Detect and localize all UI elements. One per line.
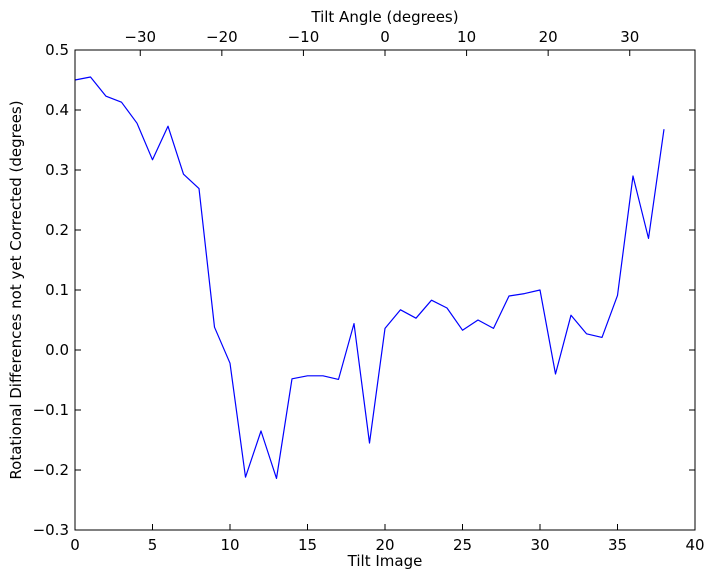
y-axis-title: Rotational Differences not yet Corrected…: [7, 100, 25, 479]
data-point: [182, 172, 186, 176]
x2-tick-label: 0: [380, 28, 390, 46]
data-point: [414, 316, 418, 320]
data-point: [151, 158, 155, 162]
data-point: [461, 328, 465, 332]
plot-frame: [74, 49, 696, 531]
x-tick-label: 5: [148, 536, 158, 554]
x2-tick-label: 30: [620, 28, 639, 46]
data-point: [492, 326, 496, 330]
data-point: [430, 298, 434, 302]
data-point: [166, 124, 170, 128]
x2-tick-label: −30: [124, 28, 156, 46]
data-point: [275, 476, 279, 480]
x2-tick-label: 20: [539, 28, 558, 46]
data-point: [445, 306, 449, 310]
data-point: [89, 75, 93, 79]
x2-tick-label: 10: [457, 28, 476, 46]
data-point: [399, 308, 403, 312]
data-point: [616, 293, 620, 297]
data-point: [523, 292, 527, 296]
x2-axis-title: Tilt Angle (degrees): [310, 8, 458, 26]
data-point: [585, 332, 589, 336]
data-point: [306, 374, 310, 378]
x-tick-label: 20: [375, 536, 394, 554]
y-tick-label: 0.5: [45, 41, 69, 59]
data-point: [368, 441, 372, 445]
data-point: [600, 335, 604, 339]
x-tick-label: 25: [453, 536, 472, 554]
x-tick-label: 40: [685, 536, 704, 554]
data-point: [228, 361, 232, 365]
data-point: [244, 475, 248, 479]
data-point: [135, 121, 139, 125]
data-point: [259, 429, 263, 433]
data-point: [538, 288, 542, 292]
data-point: [321, 374, 325, 378]
x2-tick-label: −10: [288, 28, 320, 46]
data-point: [104, 94, 108, 98]
data-point: [383, 326, 387, 330]
x-tick-label: 15: [298, 536, 317, 554]
data-point: [290, 377, 294, 381]
data-point: [569, 313, 573, 317]
x-tick-label: 35: [608, 536, 627, 554]
plot-marks: 0 5 10 15 20 25 30 35 40 −30 −20 −10 0 10 20 30 −0.3 −0.2…: [33, 28, 705, 554]
data-point: [554, 372, 558, 376]
x-tick-label: 30: [530, 536, 549, 554]
data-point: [647, 236, 651, 240]
data-point: [507, 294, 511, 298]
y-tick-label: 0.0: [45, 341, 69, 359]
data-point: [476, 318, 480, 322]
y-tick-label: −0.1: [33, 401, 69, 419]
data-point: [120, 100, 124, 104]
y-tick-label: −0.2: [33, 461, 69, 479]
y-tick-label: −0.3: [33, 521, 69, 539]
data-point: [197, 187, 201, 191]
data-series-line: [74, 76, 665, 479]
y-tick-label: 0.1: [45, 281, 69, 299]
y-tick-label: 0.4: [45, 101, 69, 119]
x-tick-label: 0: [70, 536, 80, 554]
x-tick-label: 10: [220, 536, 239, 554]
data-point: [213, 325, 217, 329]
x2-tick-label: −20: [206, 28, 238, 46]
data-point: [631, 174, 635, 178]
data-point: [352, 322, 356, 326]
data-point: [337, 377, 341, 381]
y-tick-label: 0.2: [45, 221, 69, 239]
y-tick-label: 0.3: [45, 161, 69, 179]
x-axis-title: Tilt Image: [347, 552, 423, 570]
data-point: [662, 127, 666, 131]
